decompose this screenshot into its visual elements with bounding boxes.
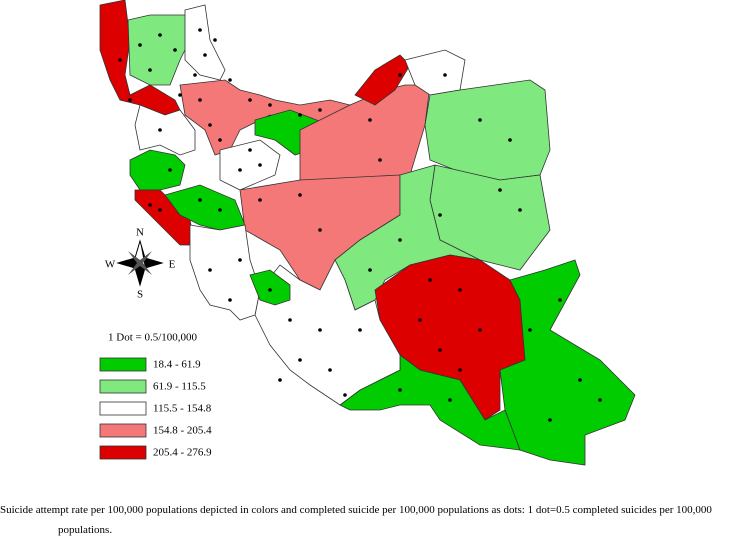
dot xyxy=(258,163,262,167)
dot xyxy=(518,208,522,212)
dot xyxy=(228,298,232,302)
dot xyxy=(298,358,302,362)
dot xyxy=(228,78,232,82)
dot xyxy=(118,58,122,62)
dot-scale: 1 Dot = 0.5/100,000 xyxy=(108,332,198,344)
dot xyxy=(218,138,222,142)
dot xyxy=(208,268,212,272)
province xyxy=(189,224,261,321)
legend-label: 205.4 - 276.9 xyxy=(153,447,212,459)
dot xyxy=(458,368,462,372)
dot xyxy=(343,393,347,397)
legend-label: 115.5 - 154.8 xyxy=(153,403,212,415)
dot xyxy=(358,328,362,332)
dot xyxy=(478,328,482,332)
dot xyxy=(398,238,402,242)
dot xyxy=(298,113,302,117)
legend-swatch xyxy=(99,401,147,416)
province xyxy=(219,139,281,191)
dot xyxy=(458,288,462,292)
dot xyxy=(398,73,402,77)
dot xyxy=(368,268,372,272)
province xyxy=(254,259,401,406)
legend: 18.4 - 61.9 61.9 - 115.5 115.5 - 154.8 154.… xyxy=(99,357,212,460)
province xyxy=(249,269,291,306)
dot xyxy=(248,98,252,102)
legend-swatch xyxy=(99,423,147,438)
province xyxy=(127,14,191,86)
dot xyxy=(498,188,502,192)
dot xyxy=(178,93,182,97)
dot xyxy=(528,328,532,332)
dot xyxy=(268,288,272,292)
dots xyxy=(118,28,602,422)
dot xyxy=(248,148,252,152)
dot xyxy=(298,193,302,197)
dot xyxy=(548,418,552,422)
dot xyxy=(138,43,142,47)
dot xyxy=(238,258,242,262)
compass-e: E xyxy=(169,259,176,271)
dot xyxy=(428,278,432,282)
dot xyxy=(213,38,217,42)
dot xyxy=(208,123,212,127)
dot xyxy=(318,108,322,112)
legend-swatch xyxy=(99,357,147,372)
map: N S W E 1 Dot = 0.5/100,000 18.4 - 61.9 6… xyxy=(99,0,636,466)
dot xyxy=(438,348,442,352)
dot xyxy=(478,118,482,122)
dot xyxy=(268,103,272,107)
dot xyxy=(128,98,132,102)
dot xyxy=(238,168,242,172)
province xyxy=(134,104,196,156)
dot xyxy=(148,68,152,72)
dot xyxy=(368,118,372,122)
province xyxy=(184,4,226,81)
dot xyxy=(193,73,197,77)
dot xyxy=(198,198,202,202)
dot xyxy=(168,168,172,172)
dot xyxy=(198,28,202,32)
province xyxy=(334,164,481,311)
dot xyxy=(258,198,262,202)
province xyxy=(499,259,636,466)
dot xyxy=(443,73,447,77)
compass: N S W E xyxy=(105,227,176,301)
dot xyxy=(218,208,222,212)
dot xyxy=(398,388,402,392)
dot xyxy=(173,48,177,52)
legend-label: 154.8 - 205.4 xyxy=(153,425,212,437)
dot xyxy=(508,138,512,142)
dot xyxy=(198,98,202,102)
dot xyxy=(158,33,162,37)
dot xyxy=(598,398,602,402)
dot xyxy=(278,378,282,382)
dot xyxy=(448,398,452,402)
caption: Suicide attempt rate per 100,000 populat… xyxy=(0,504,712,536)
dot xyxy=(148,203,152,207)
dot xyxy=(418,318,422,322)
legend-label: 61.9 - 115.5 xyxy=(153,381,206,393)
dot xyxy=(318,328,322,332)
dot xyxy=(288,318,292,322)
dot xyxy=(558,298,562,302)
province xyxy=(424,79,551,181)
legend-label: 18.4 - 61.9 xyxy=(153,359,201,371)
dot xyxy=(318,228,322,232)
dot xyxy=(158,208,162,212)
compass-w: W xyxy=(105,259,116,271)
compass-s: S xyxy=(137,289,143,301)
dot xyxy=(158,128,162,132)
province xyxy=(129,149,186,191)
dot xyxy=(578,378,582,382)
provinces xyxy=(99,0,636,466)
legend-swatch xyxy=(99,445,147,460)
dot xyxy=(203,53,207,57)
compass-n: N xyxy=(136,227,144,239)
dot xyxy=(328,368,332,372)
dot xyxy=(438,213,442,217)
dot xyxy=(378,158,382,162)
legend-swatch xyxy=(99,379,147,394)
